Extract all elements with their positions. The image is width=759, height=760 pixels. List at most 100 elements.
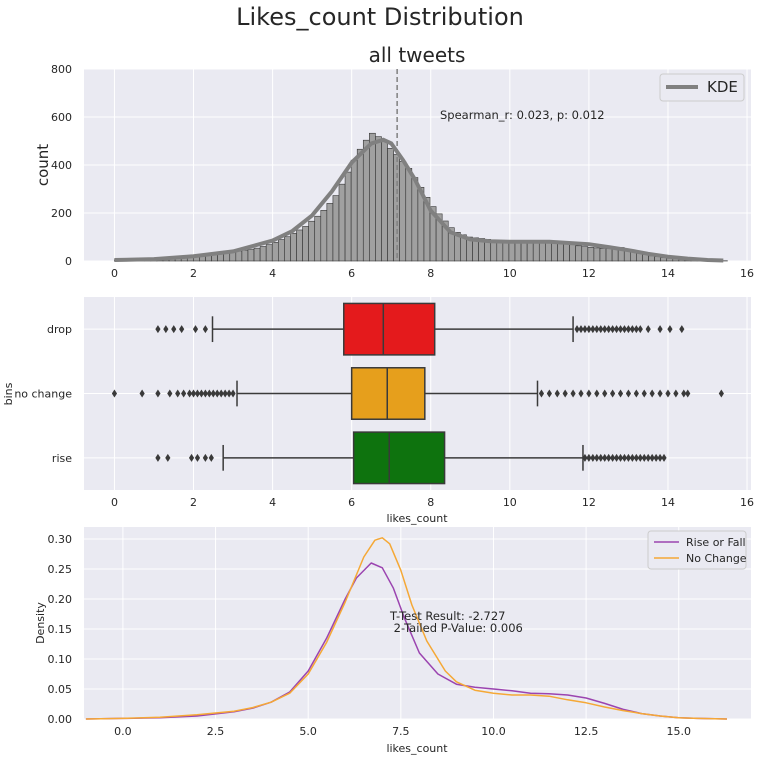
boxplot-outlier-no-change <box>222 389 228 398</box>
histogram-bar <box>241 249 249 262</box>
histogram-x-tick-label: 10 <box>503 267 517 280</box>
boxplot-outlier-no-change <box>139 389 145 398</box>
boxplot-outlier-rise <box>610 453 616 462</box>
histogram-bar <box>253 247 261 262</box>
histogram-y-tick-label: 0 <box>65 255 72 268</box>
boxplot-outlier-no-change <box>155 389 161 398</box>
histogram-bar <box>532 242 540 262</box>
density-ylabel: Density <box>34 602 47 644</box>
histogram-panel: 0 2 4 6 8 10 12 14 16 0 200 400 600 800 all tweets co… <box>34 43 754 280</box>
boxplot-outlier-drop <box>171 325 177 334</box>
histogram-x-tick-label: 14 <box>661 267 675 280</box>
boxplot-outlier-drop <box>613 325 620 334</box>
histogram-bar <box>563 243 570 262</box>
boxplot-outlier-rise <box>617 453 624 462</box>
density-plot-area <box>84 527 751 719</box>
boxplot-outlier-no-change <box>194 389 201 398</box>
density-lines <box>85 537 727 720</box>
boxplot-outlier-drop <box>163 325 169 334</box>
boxplot-outlier-drop <box>610 325 616 334</box>
boxplot-category-label-rise: rise <box>52 452 72 465</box>
density-legend-label-rise-or-fall: Rise or Fall <box>686 536 746 549</box>
boxplot-outlier-no-change <box>546 389 552 398</box>
boxplot-outlier-rise <box>633 453 639 462</box>
boxplot-box-rise <box>352 431 446 485</box>
boxplot-outlier-rise <box>625 453 632 462</box>
figure-suptitle: Likes_count Distribution <box>236 3 524 31</box>
density-legend: Rise or Fall No Change <box>647 530 747 570</box>
histogram-bar <box>320 210 328 262</box>
boxplot-outlier-no-change <box>111 389 118 398</box>
boxplot-outlier-no-change <box>673 389 679 398</box>
boxplot-outlier-rise <box>606 453 612 462</box>
boxplot-outlier-drop <box>629 325 635 334</box>
histogram-bar <box>362 139 370 262</box>
boxplot-outlier-drop <box>679 325 685 334</box>
boxplot-outlier-no-change <box>570 389 576 398</box>
density-panel: 0.0 2.5 5.0 7.5 10.0 12.5 15.0 0.00 0.05 0.10 0.15… <box>34 527 751 755</box>
histogram-bar <box>496 240 504 262</box>
histogram-ticks: 0 2 4 6 8 10 12 14 16 0 200 400 600 800 <box>51 63 754 280</box>
boxplot-outlier-rise <box>613 453 620 462</box>
density-y-tick-label: 0.10 <box>48 653 73 666</box>
density-annotation-ttest: T-Test Result: -2.727 <box>389 609 506 623</box>
boxplot-outlier-no-change <box>206 389 212 398</box>
boxplot-outlier-no-change <box>641 389 647 398</box>
boxplot-outlier-no-change <box>625 389 632 398</box>
boxplot-outlier-no-change <box>214 389 220 398</box>
histogram-bar <box>326 203 334 262</box>
density-x-tick-label: 10.0 <box>481 725 506 738</box>
histogram-bar <box>381 141 388 262</box>
histogram-bar <box>405 168 413 262</box>
density-x-tick-label: 7.5 <box>392 725 410 738</box>
boxplot-outlier-no-change <box>190 389 197 398</box>
histogram-bar <box>296 229 303 262</box>
density-line-no-change <box>85 537 727 720</box>
boxplot-category-label-drop: drop <box>47 323 72 336</box>
boxplot-outlier-drop <box>645 325 651 334</box>
histogram-bar <box>265 244 273 262</box>
boxplot-boxes <box>111 302 724 485</box>
boxplot-outlier-rise <box>155 453 161 462</box>
histogram-x-tick-label: 6 <box>348 267 355 280</box>
boxplot-outlier-drop <box>202 325 208 334</box>
boxplot-outlier-drop <box>179 325 185 334</box>
histogram-bar <box>399 160 407 262</box>
histogram-bar <box>235 250 243 262</box>
boxplot-x-tick-label: 16 <box>740 496 754 509</box>
boxplot-outlier-drop <box>621 325 628 334</box>
histogram-x-tick-label: 4 <box>269 267 276 280</box>
density-grid <box>84 527 751 720</box>
histogram-bar <box>308 220 316 262</box>
boxplot-outlier-no-change <box>665 389 671 398</box>
boxplot-outlier-drop <box>582 325 588 334</box>
boxplot-outlier-rise <box>637 453 643 462</box>
density-x-tick-label: 5.0 <box>299 725 317 738</box>
histogram-bar <box>278 239 285 262</box>
boxplot-x-tick-label: 12 <box>582 496 596 509</box>
boxplot-outlier-drop <box>574 325 580 334</box>
density-annotation-pvalue: 2-Tailed P-Value: 0.006 <box>390 621 523 635</box>
histogram-bar <box>526 242 534 262</box>
boxplot-outlier-drop <box>155 325 161 334</box>
histogram-bar <box>599 248 607 262</box>
histogram-bar <box>593 247 601 262</box>
histogram-x-tick-label: 12 <box>582 267 596 280</box>
histogram-bar <box>356 148 364 262</box>
boxplot-outlier-rise <box>649 453 655 462</box>
boxplot-x-tick-label: 4 <box>269 496 276 509</box>
boxplot-outlier-drop <box>667 325 673 334</box>
histogram-bar <box>587 247 595 262</box>
boxplot-outlier-no-change <box>718 389 724 398</box>
boxplot-outlier-rise <box>653 453 659 462</box>
boxplot-outlier-no-change <box>633 389 639 398</box>
histogram-bar <box>338 183 346 262</box>
boxplot-ticks: 0 2 4 6 8 10 12 14 16 drop no change rise <box>14 323 754 509</box>
boxplot-outlier-no-change <box>167 389 173 398</box>
boxplot-outlier-drop <box>637 325 643 334</box>
histogram-bar <box>350 159 358 262</box>
boxplot-outlier-drop <box>602 325 608 334</box>
boxplot-outlier-no-change <box>685 389 691 398</box>
boxplot-outlier-no-change <box>226 389 232 398</box>
density-x-tick-label: 0.0 <box>114 725 132 738</box>
